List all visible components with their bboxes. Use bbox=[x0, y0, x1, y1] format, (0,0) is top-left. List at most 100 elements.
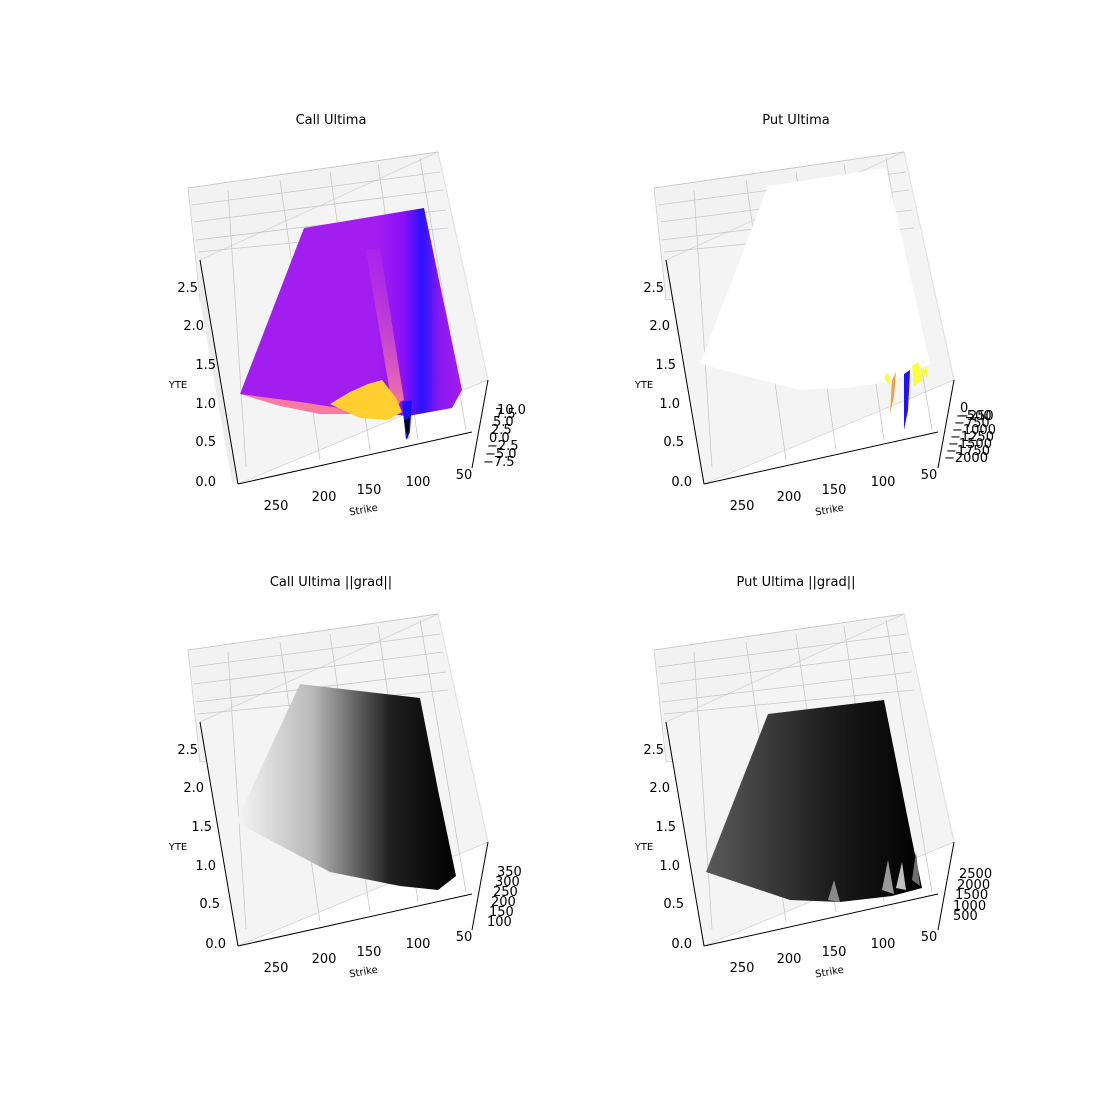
panel-call-ultima: Call Ultima 250 200 150 100 bbox=[168, 113, 526, 518]
z-tick-labels: 100 150 200 250 300 350 bbox=[487, 865, 522, 930]
y-tick-label: 1.5 bbox=[655, 820, 676, 835]
surface-spike-orange bbox=[890, 372, 896, 414]
y-tick-label: 1.0 bbox=[659, 859, 680, 874]
y-tick-labels: 0.0 0.5 1.0 1.5 2.0 2.5 bbox=[643, 281, 692, 490]
z-tick-label: 2.5 bbox=[491, 423, 512, 438]
y-tick-label: 2.0 bbox=[649, 781, 670, 796]
y-axis-line bbox=[665, 259, 705, 485]
z-tick-label: −2000 bbox=[944, 451, 988, 466]
z-tick-label: −2.5 bbox=[487, 439, 519, 454]
panel-title: Call Ultima ||grad|| bbox=[270, 575, 392, 590]
z-tick-label: −1250 bbox=[950, 430, 994, 445]
z-tick-label: 350 bbox=[497, 865, 522, 880]
surface-spike-yellow bbox=[884, 372, 890, 386]
x-tick-label: 250 bbox=[264, 499, 289, 514]
y-tick-labels: 0.0 0.5 1.0 1.5 2.0 2.5 bbox=[177, 281, 216, 490]
y-axis-line bbox=[199, 721, 239, 947]
panel-call-ultima-grad: Call Ultima ||grad|| 250 200 150 100 50 … bbox=[168, 575, 522, 980]
z-tick-label: −1750 bbox=[946, 444, 990, 459]
z-tick-label: −1500 bbox=[948, 437, 992, 452]
z-tick-label: −1000 bbox=[952, 423, 996, 438]
right-pane bbox=[904, 614, 956, 847]
y-tick-label: 0.0 bbox=[671, 937, 692, 952]
z-tick-label: 300 bbox=[495, 875, 520, 890]
z-tick-label: 0 bbox=[960, 401, 968, 416]
z-tick-label: 250 bbox=[493, 885, 518, 900]
z-tick-labels: −2000 −1750 −1500 −1250 −1000 −750 −500 … bbox=[944, 401, 996, 466]
x-axis-line bbox=[703, 893, 939, 947]
surface bbox=[700, 168, 930, 430]
surface-spike-gray bbox=[896, 862, 906, 890]
z-tick-label: 0.0 bbox=[489, 431, 510, 446]
y-tick-label: 0.5 bbox=[663, 897, 684, 912]
x-tick-labels: 250 200 150 100 50 bbox=[730, 930, 938, 976]
surface-spike-gray bbox=[912, 852, 920, 886]
z-tick-label: 7.5 bbox=[495, 407, 516, 422]
surface-spike-yellow bbox=[330, 380, 402, 420]
surface-dip-black bbox=[404, 418, 410, 440]
y-tick-label: 2.0 bbox=[649, 319, 670, 334]
z-tick-label: 10.0 bbox=[497, 403, 526, 418]
y-axis-label: YTE bbox=[168, 380, 188, 391]
x-tick-label: 200 bbox=[312, 952, 337, 967]
y-tick-label: 0.5 bbox=[663, 435, 684, 450]
x-tick-labels: 250 200 150 100 50 bbox=[264, 468, 473, 514]
x-axis-line bbox=[237, 893, 473, 947]
x-tick-labels: 250 200 150 100 50 bbox=[264, 930, 473, 976]
y-axis-label: YTE bbox=[168, 842, 188, 853]
y-axis-label: YTE bbox=[634, 380, 654, 391]
surface-main bbox=[706, 700, 922, 902]
y-tick-label: 1.0 bbox=[195, 397, 216, 412]
x-tick-label: 250 bbox=[264, 961, 289, 976]
x-tick-label: 100 bbox=[871, 937, 896, 952]
x-tick-label: 150 bbox=[357, 945, 382, 960]
z-axis-line bbox=[471, 841, 489, 931]
surface-main bbox=[700, 168, 930, 390]
x-tick-label: 50 bbox=[921, 930, 938, 945]
z-tick-label: −7.5 bbox=[483, 455, 515, 470]
y-tick-label: 0.0 bbox=[205, 937, 226, 952]
y-tick-label: 1.0 bbox=[195, 859, 216, 874]
z-tick-label: 1500 bbox=[955, 888, 988, 903]
right-pane bbox=[438, 614, 490, 847]
z-tick-label: −500 bbox=[956, 409, 992, 424]
y-axis-label: YTE bbox=[634, 842, 654, 853]
surface-main bbox=[236, 684, 456, 890]
y-tick-label: 2.0 bbox=[183, 781, 204, 796]
z-tick-label: 1000 bbox=[953, 899, 986, 914]
surface-spike-yellow bbox=[912, 362, 922, 386]
surface-spike-blue bbox=[904, 370, 910, 430]
x-tick-label: 200 bbox=[777, 490, 802, 505]
z-axis-line bbox=[937, 841, 955, 931]
z-tick-label: −250 bbox=[958, 409, 994, 424]
x-axis-label: Strike bbox=[348, 503, 378, 519]
y-tick-label: 0.0 bbox=[671, 475, 692, 490]
surface-spike-gray bbox=[828, 880, 840, 902]
y-tick-label: 1.5 bbox=[655, 358, 676, 373]
y-axis-line bbox=[199, 259, 239, 485]
x-tick-label: 150 bbox=[357, 483, 382, 498]
panel-title: Put Ultima bbox=[762, 113, 830, 128]
z-tick-labels: −7.5 −5.0 −2.5 0.0 2.5 5.0 7.5 10.0 bbox=[483, 403, 526, 470]
panel-put-ultima: Put Ultima 250 200 150 100 50 bbox=[634, 113, 996, 518]
x-tick-label: 100 bbox=[406, 937, 431, 952]
surface-spike-yellow bbox=[920, 366, 928, 378]
y-tick-label: 0.5 bbox=[195, 435, 216, 450]
z-tick-labels: 500 1000 1500 2000 2500 bbox=[953, 867, 992, 924]
y-tick-label: 0.5 bbox=[199, 897, 220, 912]
surface bbox=[240, 208, 462, 440]
z-tick-label: 200 bbox=[491, 895, 516, 910]
x-tick-label: 50 bbox=[456, 930, 473, 945]
panel-put-ultima-grad: Put Ultima ||grad|| 250 200 150 100 bbox=[634, 575, 992, 980]
y-tick-label: 1.5 bbox=[191, 820, 212, 835]
y-tick-label: 2.5 bbox=[177, 743, 198, 758]
y-axis-line bbox=[665, 721, 705, 947]
z-tick-label: 5.0 bbox=[493, 415, 514, 430]
panel-title: Put Ultima ||grad|| bbox=[736, 575, 855, 590]
x-tick-label: 250 bbox=[730, 499, 755, 514]
z-tick-label: −750 bbox=[954, 416, 990, 431]
right-pane bbox=[904, 152, 956, 385]
surface-spike-gray bbox=[882, 860, 894, 894]
y-tick-label: 2.5 bbox=[643, 743, 664, 758]
